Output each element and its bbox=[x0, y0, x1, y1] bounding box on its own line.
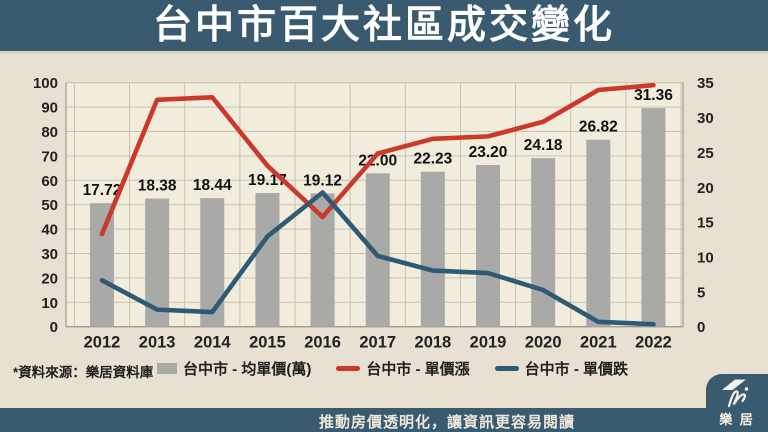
brand-name: 樂 居 bbox=[719, 412, 755, 427]
x-tick-label: 2013 bbox=[139, 334, 176, 352]
chart-legend: 台中市 - 均單價(萬) 台中市 - 單價漲 台中市 - 單價跌 bbox=[157, 358, 628, 379]
left-axis-tick-label: 80 bbox=[41, 124, 58, 141]
legend-item: 台中市 - 單價漲 bbox=[336, 358, 470, 379]
footer-slogan: 推動房價透明化，讓資訊更容易閱讀 bbox=[318, 414, 575, 431]
x-tick-label: 2017 bbox=[359, 334, 396, 352]
source-note: *資料來源：樂居資料庫 bbox=[13, 365, 154, 380]
price-down-line bbox=[99, 190, 656, 327]
legend-label: 台中市 - 單價漲 bbox=[366, 361, 470, 378]
left-axis-tick-label: 90 bbox=[41, 100, 58, 117]
right-axis-tick-label: 35 bbox=[697, 75, 714, 92]
legend-line-swatch bbox=[336, 366, 361, 371]
right-axis-tick-label: 20 bbox=[697, 180, 714, 197]
x-tick-label: 2019 bbox=[470, 334, 507, 352]
bar-column bbox=[89, 203, 114, 327]
footer-bar bbox=[0, 408, 768, 432]
left-axis-tick-label: 20 bbox=[41, 270, 58, 287]
bar-value-label: 18.44 bbox=[193, 177, 232, 194]
price-up-line bbox=[99, 82, 656, 237]
x-tick-label: 2014 bbox=[194, 334, 232, 352]
bar-value-label: 17.72 bbox=[83, 182, 122, 199]
bar-column bbox=[255, 193, 280, 327]
left-axis-tick-label: 0 bbox=[50, 319, 58, 336]
bar-column bbox=[365, 173, 390, 327]
left-axis-tick-label: 60 bbox=[41, 173, 58, 190]
right-axis-tick-label: 25 bbox=[697, 145, 714, 162]
x-tick-label: 2016 bbox=[304, 334, 341, 352]
left-axis-tick-label: 100 bbox=[33, 75, 58, 92]
left-axis-tick-label: 50 bbox=[41, 197, 58, 214]
x-tick-label: 2020 bbox=[525, 334, 562, 352]
left-axis-tick-label: 40 bbox=[41, 222, 58, 239]
right-axis-tick-label: 30 bbox=[697, 110, 714, 127]
bar-value-label: 31.36 bbox=[634, 87, 673, 104]
right-axis-tick-label: 5 bbox=[697, 284, 705, 301]
x-tick-label: 2021 bbox=[580, 334, 617, 352]
title-bar: 台中市百大社區成交變化 bbox=[0, 0, 768, 54]
legend-label: 台中市 - 單價跌 bbox=[524, 361, 629, 378]
bar-column bbox=[420, 171, 445, 327]
legend-bar-swatch bbox=[157, 363, 177, 374]
bar-value-label: 19.12 bbox=[303, 172, 342, 189]
right-axis-tick-label: 10 bbox=[697, 249, 714, 266]
legend-item: 台中市 - 均單價(萬) bbox=[157, 358, 311, 379]
bar-column bbox=[200, 198, 225, 327]
bar-value-label: 23.20 bbox=[469, 144, 508, 161]
right-axis-tick-label: 15 bbox=[697, 215, 714, 232]
left-axis-tick-label: 70 bbox=[41, 148, 58, 165]
x-tick-label: 2012 bbox=[84, 334, 121, 352]
legend-item: 台中市 - 單價跌 bbox=[494, 358, 629, 379]
x-tick-label: 2015 bbox=[249, 334, 286, 352]
bar-value-label: 24.18 bbox=[524, 137, 563, 154]
left-axis-tick-label: 30 bbox=[41, 246, 58, 263]
bar-column bbox=[531, 158, 556, 327]
bar-column bbox=[641, 108, 666, 327]
bar-column bbox=[586, 139, 611, 327]
x-tick-label: 2018 bbox=[415, 334, 452, 352]
x-tick-label: 2022 bbox=[635, 334, 672, 352]
page-title: 台中市百大社區成交變化 bbox=[152, 3, 615, 47]
house-script-logo-icon bbox=[722, 379, 749, 408]
legend-label: 台中市 - 均單價(萬) bbox=[183, 361, 312, 378]
bar-column bbox=[476, 164, 501, 327]
brand-logo-badge: 樂 居 bbox=[706, 374, 768, 432]
legend-line-swatch bbox=[494, 366, 519, 371]
bar-value-label: 22.23 bbox=[413, 151, 452, 168]
left-axis-tick-label: 10 bbox=[41, 295, 58, 312]
right-axis-tick-label: 0 bbox=[697, 319, 705, 336]
bar-value-label: 26.82 bbox=[579, 119, 618, 136]
bar-value-label: 18.38 bbox=[138, 178, 177, 195]
